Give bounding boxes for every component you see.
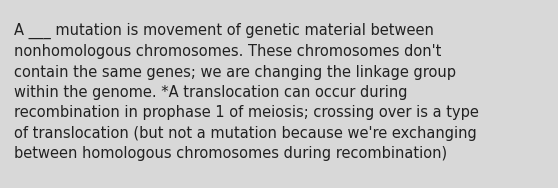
- Text: A ___ mutation is movement of genetic material between
nonhomologous chromosomes: A ___ mutation is movement of genetic ma…: [14, 23, 479, 161]
